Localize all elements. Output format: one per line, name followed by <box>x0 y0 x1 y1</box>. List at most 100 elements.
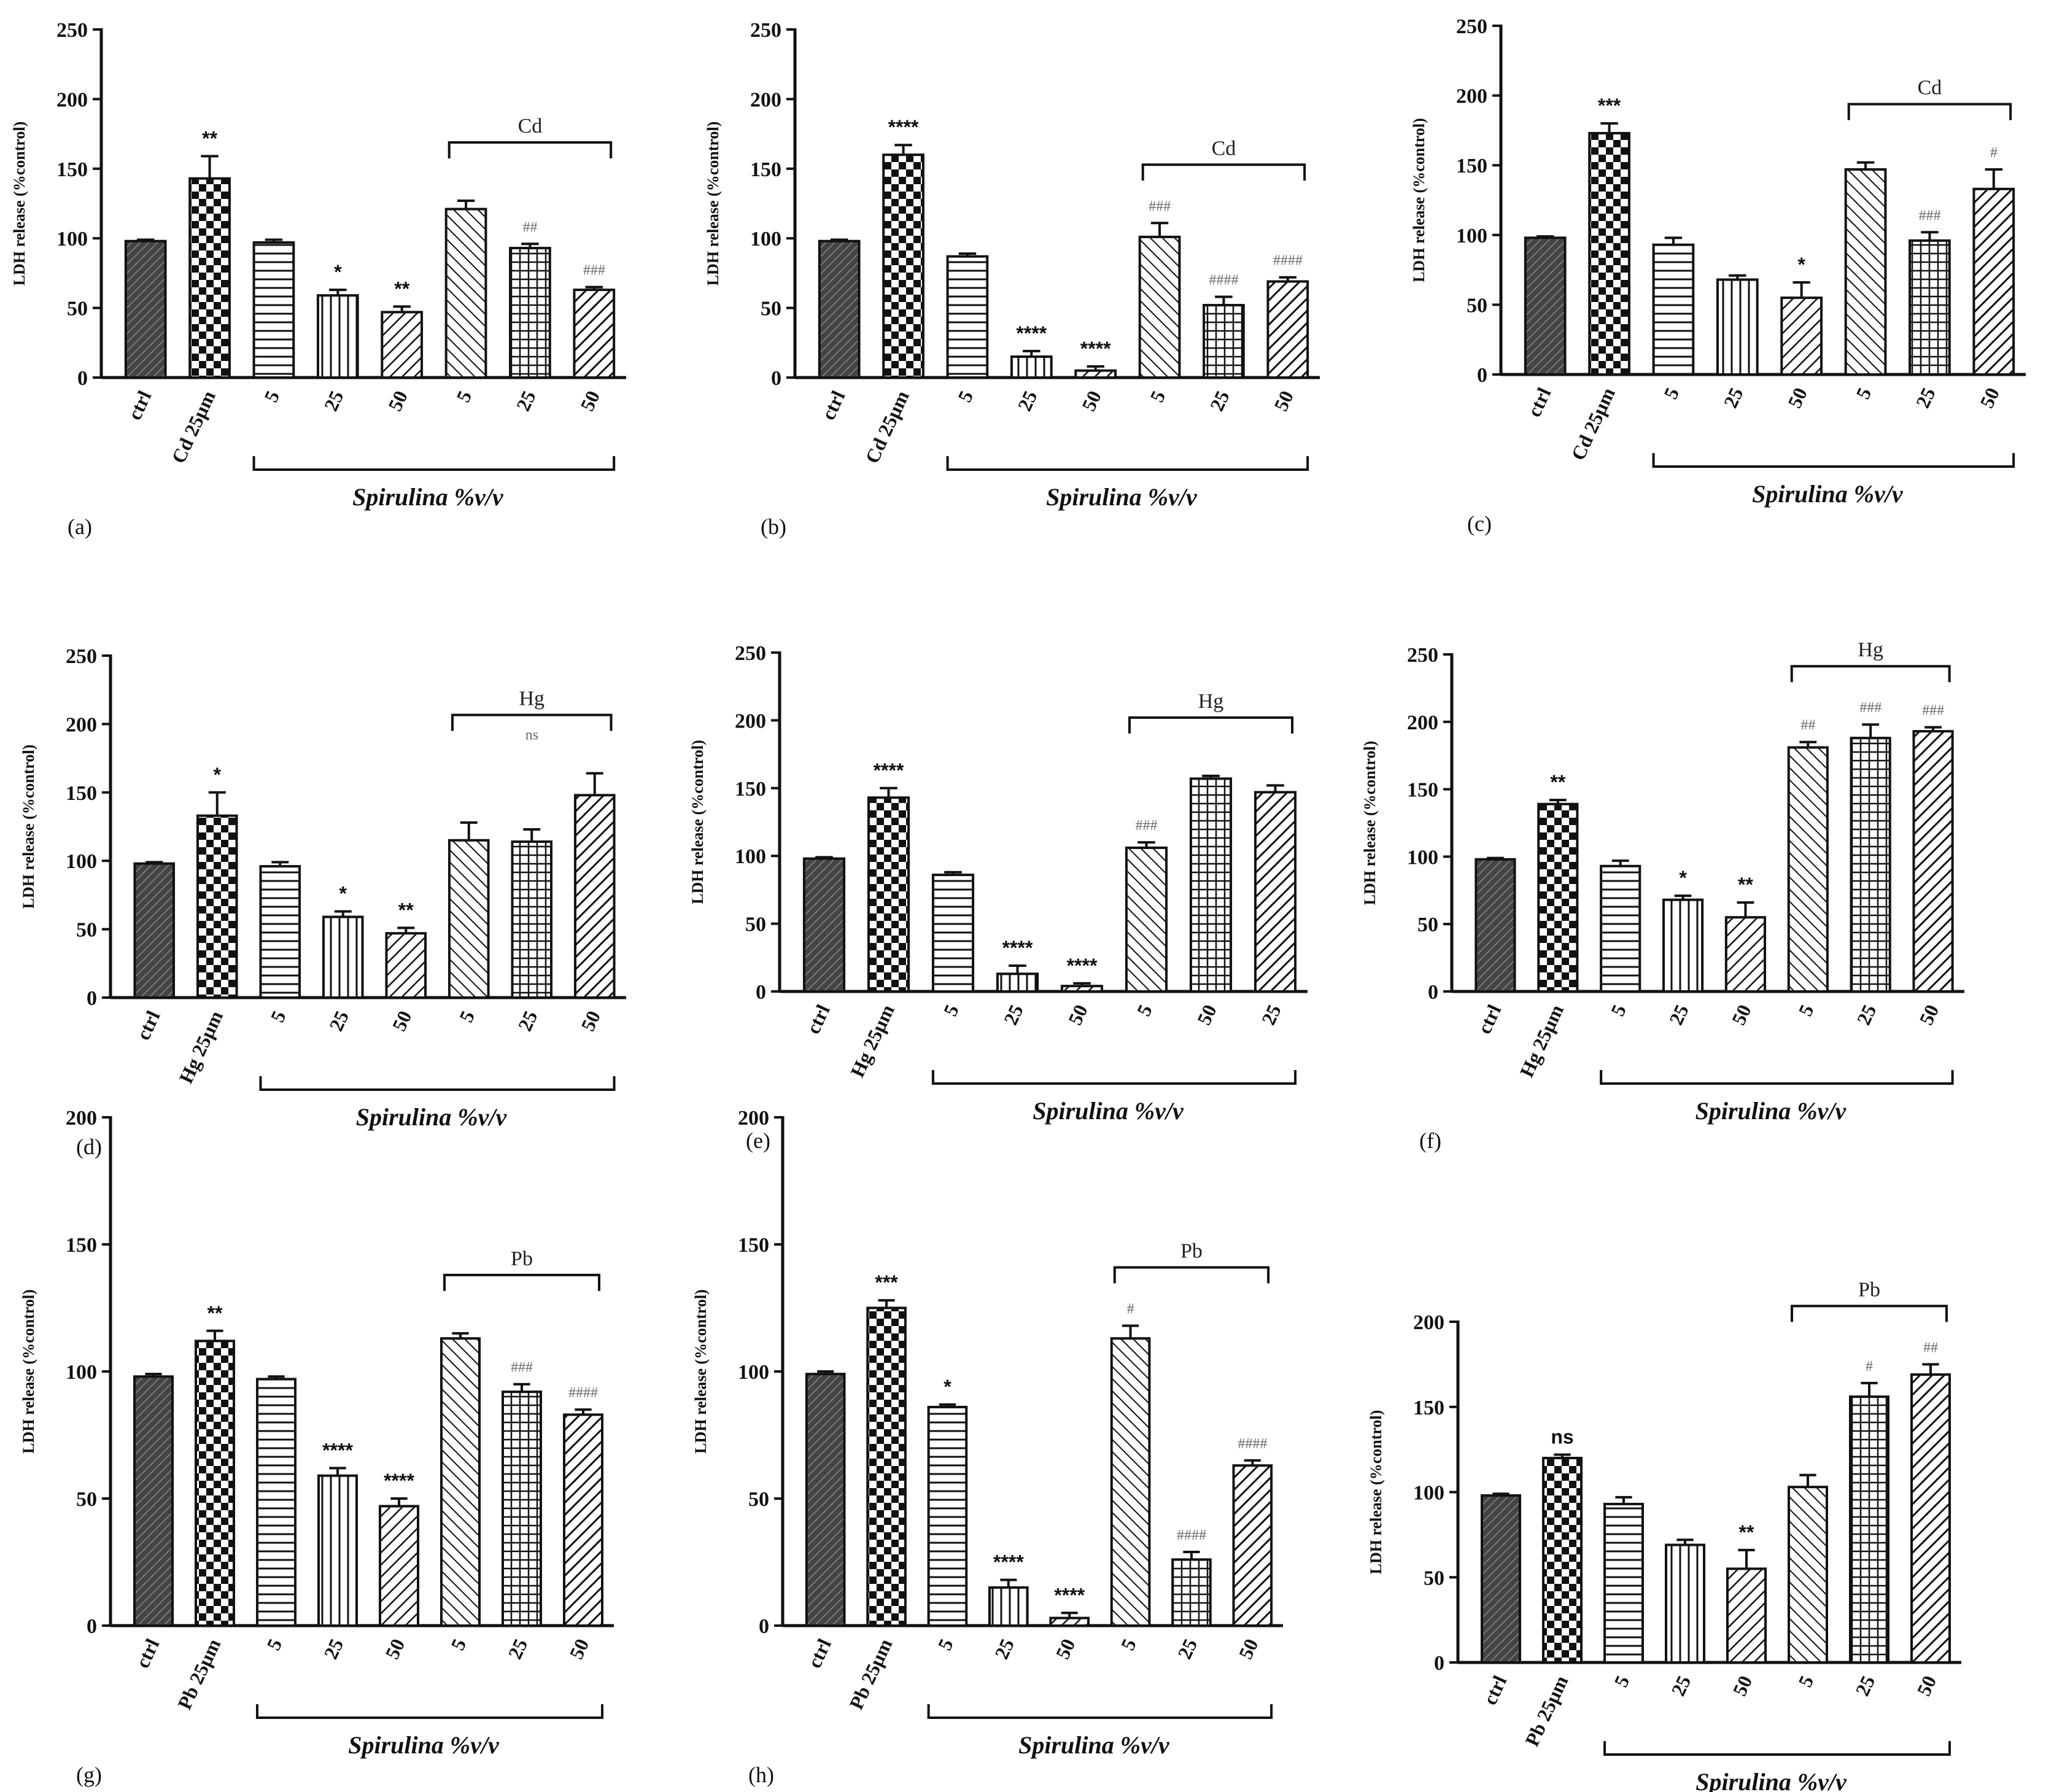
hash-significance-label: #### <box>1177 1527 1206 1543</box>
bar <box>511 840 553 999</box>
bracket-line <box>443 1273 600 1291</box>
y-axis-label: LDH release (%control) <box>20 745 37 909</box>
hash-significance-label: ## <box>1800 718 1815 734</box>
x-tick-label: 50 <box>1077 387 1106 414</box>
bar <box>1662 898 1704 993</box>
significance-label: **** <box>1002 937 1033 959</box>
hash-significance-label: #### <box>1209 272 1238 288</box>
y-tick-label: 0 <box>87 987 97 1010</box>
significance-label: **** <box>384 1470 414 1492</box>
bracket-line <box>1113 1266 1270 1284</box>
significance-label: ** <box>394 277 409 300</box>
hash-significance-label: ### <box>1918 208 1940 223</box>
y-tick-label: 250 <box>1456 15 1487 38</box>
bar <box>805 1373 846 1627</box>
bar <box>1049 1616 1090 1627</box>
bar <box>1716 278 1759 376</box>
y-tick-label: 100 <box>1413 1482 1444 1505</box>
y-tick-label: 200 <box>56 88 88 111</box>
x-tick-label: 5 <box>260 387 284 406</box>
x-tick-label: 50 <box>381 1635 409 1662</box>
x-tick-label: 5 <box>1794 1672 1818 1691</box>
x-tick-label: Cd 25µm <box>861 387 913 467</box>
x-tick-label: Hg 25µm <box>1515 1001 1568 1080</box>
hash-significance-label: ## <box>1923 1340 1938 1356</box>
panel-letter: (g) <box>76 1763 102 1787</box>
significance-label: ns <box>1551 1425 1573 1448</box>
bar <box>1010 355 1053 379</box>
bracket-label: Cd <box>1212 137 1236 160</box>
x-tick-label: 5 <box>452 387 476 406</box>
y-tick-label: 150 <box>1407 779 1438 802</box>
x-tick-label: 50 <box>1975 384 2004 411</box>
bracket-line <box>1141 163 1306 181</box>
y-tick-label: 50 <box>1467 294 1487 317</box>
y-axis-label: LDH release (%control) <box>1361 741 1379 906</box>
bar <box>931 874 975 993</box>
y-tick-label: 100 <box>735 845 766 868</box>
y-axis-label: LDH release (%control) <box>689 740 707 904</box>
x-tick-label: Hg 25µm <box>174 1007 227 1087</box>
bar <box>1266 280 1309 379</box>
bracket-line <box>1791 1305 1948 1322</box>
group-label: Spirulina %v/v <box>1696 1097 1847 1125</box>
y-tick-label: 50 <box>76 919 97 942</box>
panel-letter: (b) <box>761 514 786 539</box>
hash-significance-label: #### <box>1273 253 1303 269</box>
significance-label: * <box>339 883 347 905</box>
x-tick-label: 5 <box>1659 384 1683 403</box>
x-tick-label: 50 <box>576 1007 605 1034</box>
y-tick-label: 200 <box>1413 1311 1444 1334</box>
bar <box>1788 1486 1828 1664</box>
group-label: Spirulina %v/v <box>352 483 504 511</box>
x-tick-label: 5 <box>1145 387 1169 406</box>
y-tick-label: 250 <box>56 19 88 42</box>
chart-panel-f: 0 50 100 150 200 250 LDH release (%control) ctr… <box>1361 638 1964 1153</box>
bar <box>1665 1543 1705 1664</box>
bar <box>996 972 1039 993</box>
bar <box>1481 1494 1521 1664</box>
bar <box>1724 916 1767 993</box>
bar <box>444 208 487 379</box>
chart-panel-a: 0 50 100 150 200 250 LDH release (%control) ctr… <box>10 19 626 539</box>
chart-panel-e: 0 50 100 150 200 250 LDH release (%control) ctr… <box>689 642 1308 1153</box>
bar <box>927 1405 968 1627</box>
bracket-line <box>1847 103 2012 120</box>
y-tick-label: 50 <box>761 298 781 320</box>
x-tick-label: 50 <box>565 1635 593 1662</box>
y-tick-label: 0 <box>1428 981 1438 1004</box>
x-tick-label: 25 <box>1912 384 1940 411</box>
hash-significance-label: ### <box>1149 198 1171 214</box>
x-tick-label: Pb 25µm <box>1521 1672 1573 1749</box>
bar <box>563 1413 603 1627</box>
group-label: Spirulina %v/v <box>348 1731 500 1759</box>
x-tick-label: 50 <box>1193 1001 1221 1028</box>
y-tick-label: 100 <box>750 228 781 250</box>
significance-label: ** <box>398 899 414 921</box>
bracket-label: Hg <box>1858 638 1883 661</box>
bar <box>1171 1558 1212 1627</box>
bar <box>882 153 924 379</box>
y-tick-label: 0 <box>77 367 88 390</box>
bar <box>1542 1457 1583 1664</box>
y-tick-label: 150 <box>66 1234 97 1257</box>
group-bracket-line <box>252 456 616 471</box>
bar <box>1232 1464 1273 1627</box>
x-tick-label: Pb 25µm <box>173 1635 225 1712</box>
bracket-line <box>1790 665 1951 683</box>
y-tick-label: 200 <box>66 713 97 736</box>
x-tick-label: 25 <box>319 1635 347 1662</box>
chart-panel-g: 0 50 100 150 200 LDH release (%control) ctrl **… <box>20 1107 614 1787</box>
y-tick-label: 100 <box>56 228 88 250</box>
significance-label: ** <box>202 127 217 149</box>
x-tick-label: 25 <box>325 1007 353 1034</box>
bar <box>818 239 861 379</box>
significance-label: **** <box>874 759 904 782</box>
x-tick-label: 50 <box>1064 1001 1092 1028</box>
x-tick-label: 25 <box>1851 1672 1879 1699</box>
group-bracket-line <box>946 456 1309 471</box>
significance-label: * <box>214 764 222 786</box>
y-tick-label: 150 <box>56 158 88 181</box>
x-tick-label: ctrl <box>1478 1672 1511 1709</box>
